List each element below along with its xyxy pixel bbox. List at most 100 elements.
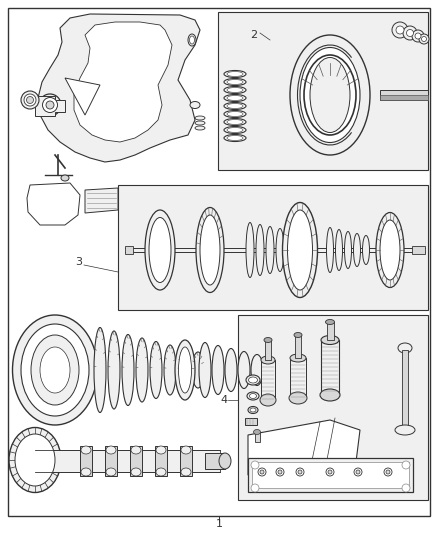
Ellipse shape <box>415 33 421 39</box>
Ellipse shape <box>290 354 306 362</box>
Polygon shape <box>85 188 118 213</box>
Ellipse shape <box>178 349 190 392</box>
Ellipse shape <box>260 394 276 406</box>
Ellipse shape <box>336 230 343 271</box>
Ellipse shape <box>354 468 362 476</box>
Ellipse shape <box>294 333 302 337</box>
Ellipse shape <box>286 230 294 270</box>
Ellipse shape <box>402 484 410 492</box>
Ellipse shape <box>326 228 333 272</box>
Bar <box>125 246 133 254</box>
Ellipse shape <box>39 94 61 116</box>
Ellipse shape <box>145 210 175 290</box>
Bar <box>412 246 425 254</box>
Ellipse shape <box>353 233 360 266</box>
Ellipse shape <box>61 175 69 181</box>
Ellipse shape <box>256 224 264 276</box>
Ellipse shape <box>81 468 91 476</box>
Bar <box>321 340 339 395</box>
Polygon shape <box>248 420 360 475</box>
Bar <box>205 453 225 469</box>
Polygon shape <box>35 96 65 116</box>
Ellipse shape <box>200 215 220 285</box>
Ellipse shape <box>24 94 36 106</box>
Bar <box>180 446 192 476</box>
Ellipse shape <box>195 126 205 130</box>
Ellipse shape <box>219 453 231 469</box>
Ellipse shape <box>276 229 284 271</box>
Ellipse shape <box>94 327 106 413</box>
Ellipse shape <box>258 468 266 476</box>
Ellipse shape <box>224 134 246 141</box>
Ellipse shape <box>122 335 134 406</box>
Ellipse shape <box>384 468 392 476</box>
Bar <box>105 446 117 476</box>
Bar <box>380 90 428 100</box>
Bar <box>261 360 275 400</box>
Ellipse shape <box>156 446 166 454</box>
Bar <box>155 446 167 476</box>
Ellipse shape <box>260 470 264 474</box>
Ellipse shape <box>31 335 79 405</box>
Ellipse shape <box>81 446 91 454</box>
Ellipse shape <box>310 58 350 133</box>
Ellipse shape <box>251 461 259 469</box>
Ellipse shape <box>251 484 259 492</box>
Ellipse shape <box>192 352 204 388</box>
Ellipse shape <box>224 110 246 117</box>
Ellipse shape <box>181 446 191 454</box>
Ellipse shape <box>246 222 254 278</box>
Ellipse shape <box>21 91 39 109</box>
Ellipse shape <box>254 430 261 434</box>
Ellipse shape <box>225 349 237 392</box>
Ellipse shape <box>300 47 360 142</box>
Ellipse shape <box>246 375 260 385</box>
Bar <box>248 458 413 492</box>
Ellipse shape <box>250 408 256 412</box>
Bar <box>245 418 257 425</box>
Polygon shape <box>74 22 172 142</box>
Ellipse shape <box>224 126 246 133</box>
Bar <box>35 450 220 472</box>
Polygon shape <box>118 185 428 310</box>
Polygon shape <box>218 12 428 170</box>
Ellipse shape <box>179 347 191 393</box>
Ellipse shape <box>298 470 302 474</box>
Bar <box>130 446 142 476</box>
Ellipse shape <box>46 101 54 109</box>
Ellipse shape <box>290 35 370 155</box>
Ellipse shape <box>328 470 332 474</box>
Ellipse shape <box>195 121 205 125</box>
Ellipse shape <box>261 356 275 364</box>
Ellipse shape <box>156 468 166 476</box>
Ellipse shape <box>224 86 246 93</box>
Ellipse shape <box>195 116 205 120</box>
Ellipse shape <box>283 203 318 297</box>
Ellipse shape <box>149 217 171 282</box>
Text: 2: 2 <box>250 30 257 40</box>
Ellipse shape <box>345 231 352 269</box>
Ellipse shape <box>276 468 284 476</box>
Ellipse shape <box>224 102 246 109</box>
Bar <box>265 340 271 360</box>
Text: 1: 1 <box>215 519 223 529</box>
Ellipse shape <box>199 343 211 398</box>
Ellipse shape <box>106 468 116 476</box>
Ellipse shape <box>356 470 360 474</box>
Bar <box>255 432 260 442</box>
Ellipse shape <box>403 26 417 40</box>
Ellipse shape <box>42 98 57 112</box>
Ellipse shape <box>251 354 263 385</box>
Ellipse shape <box>40 347 70 393</box>
Text: 3: 3 <box>75 257 82 267</box>
Ellipse shape <box>247 392 259 400</box>
Ellipse shape <box>287 210 312 290</box>
Ellipse shape <box>212 345 224 394</box>
Ellipse shape <box>380 220 400 280</box>
Ellipse shape <box>224 118 246 125</box>
Ellipse shape <box>320 389 340 401</box>
Ellipse shape <box>15 434 55 486</box>
Ellipse shape <box>106 446 116 454</box>
Ellipse shape <box>421 36 427 42</box>
Ellipse shape <box>266 227 274 273</box>
